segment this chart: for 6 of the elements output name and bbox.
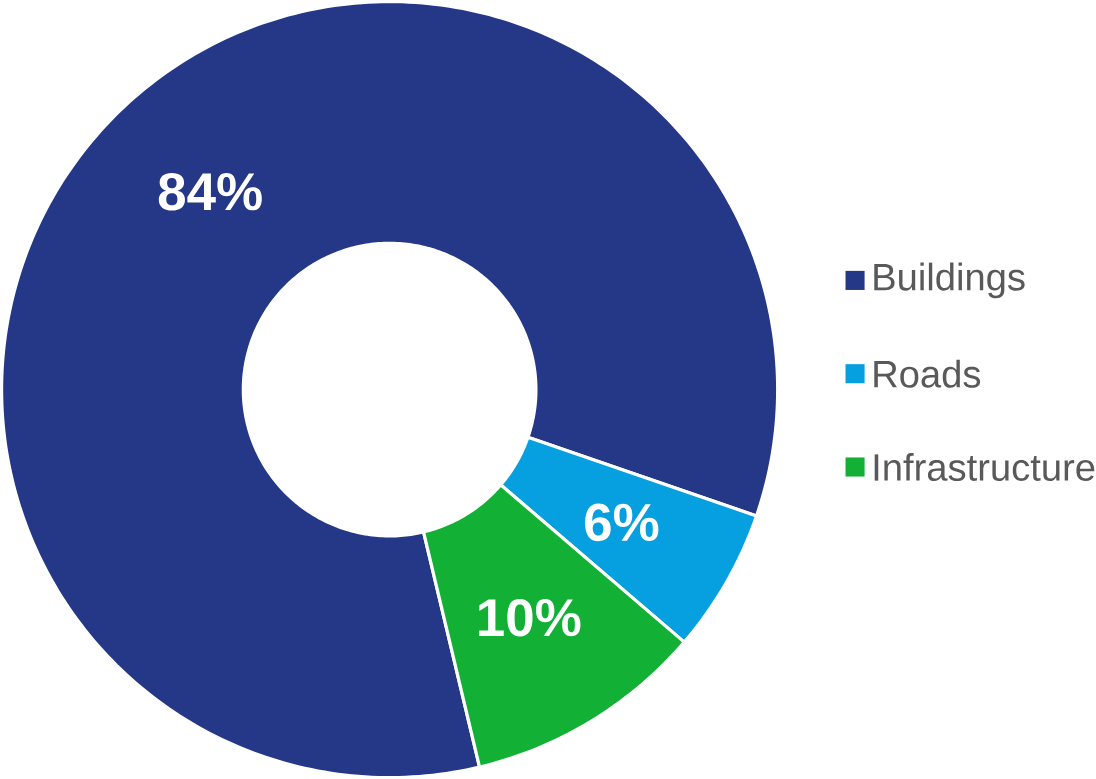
legend-label: Infrastructure xyxy=(874,452,1095,481)
data-label: 6% xyxy=(585,503,659,542)
data-label: 10% xyxy=(479,598,581,637)
data-label: 84% xyxy=(158,172,262,211)
legend-label: Buildings xyxy=(874,262,1025,299)
legend-label: Roads xyxy=(874,359,981,388)
